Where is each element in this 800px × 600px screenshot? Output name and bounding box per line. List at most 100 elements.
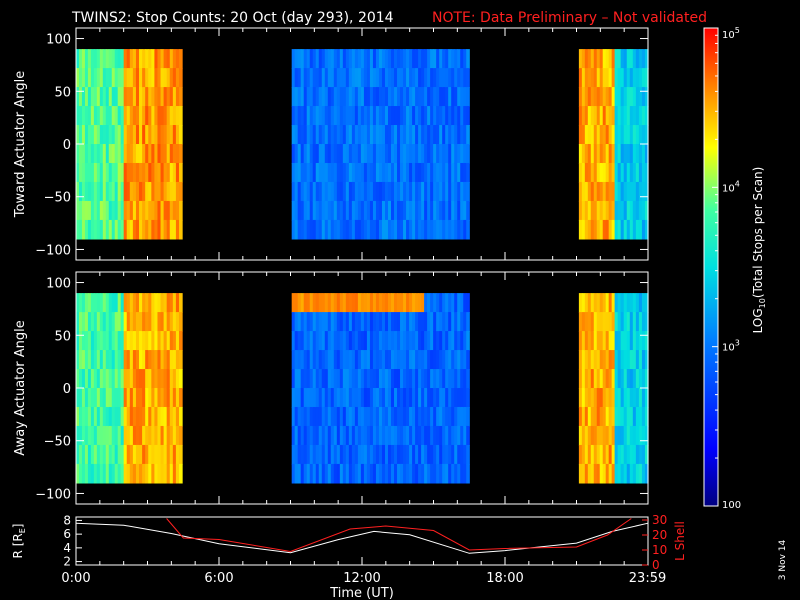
heatmap-cell: [596, 219, 601, 240]
heatmap-cell: [294, 388, 299, 408]
y-tick-label: −100: [35, 243, 71, 258]
heatmap-cell: [111, 369, 116, 389]
heatmap-cell: [584, 125, 589, 145]
heatmap-cell: [409, 219, 413, 240]
heatmap-cell: [366, 200, 371, 221]
heatmap-cell: [154, 162, 159, 183]
heatmap-cell: [599, 388, 604, 408]
heatmap-cell: [578, 369, 583, 389]
heatmap-cell: [163, 162, 168, 183]
heatmap-cell: [300, 106, 305, 126]
heatmap-cell: [139, 162, 143, 183]
heatmap-cell: [644, 49, 649, 69]
heatmap-cell: [333, 444, 338, 465]
heatmap-cell: [608, 463, 613, 484]
heatmap-cell: [581, 388, 586, 408]
heatmap-cell: [427, 87, 431, 107]
heatmap-cell: [339, 106, 344, 126]
heatmap-cell: [291, 162, 296, 183]
heatmap-cell: [172, 219, 177, 240]
heatmap-cell: [321, 331, 326, 351]
heatmap-cell: [105, 444, 110, 465]
heatmap-cell: [466, 125, 470, 145]
heatmap-cell: [348, 444, 353, 465]
heatmap-cell: [178, 181, 183, 202]
heatmap-cell: [614, 388, 619, 408]
heatmap-cell: [638, 144, 643, 164]
heatmap-cell: [578, 106, 583, 126]
heatmap-cell: [412, 162, 416, 183]
heatmap-cell: [466, 331, 470, 351]
heatmap-cell: [157, 463, 162, 484]
heatmap-cell: [451, 425, 455, 446]
heatmap-cell: [632, 162, 637, 183]
heatmap-cell: [466, 293, 470, 313]
heatmap-cell: [397, 388, 401, 408]
heatmap-cell: [175, 162, 180, 183]
heatmap-cell: [403, 331, 407, 351]
heatmap-cell: [451, 68, 455, 88]
heatmap-cell: [366, 293, 371, 313]
heatmap-cell: [126, 181, 131, 202]
heatmap-cell: [394, 293, 398, 313]
heatmap-cell: [454, 219, 458, 240]
heatmap-cell: [76, 463, 80, 484]
heatmap-cell: [366, 425, 371, 446]
heatmap-cell: [318, 369, 323, 389]
heatmap-cell: [327, 68, 332, 88]
heatmap-cell: [421, 293, 425, 313]
heatmap-cell: [120, 144, 125, 164]
heatmap-cell: [354, 425, 359, 446]
heatmap-cell: [418, 369, 422, 389]
heatmap-cell: [354, 444, 359, 465]
heatmap-cell: [378, 331, 383, 351]
heatmap-cell: [397, 331, 401, 351]
heatmap-cell: [632, 406, 637, 427]
heatmap-cell: [360, 444, 365, 465]
heatmap-cell: [123, 350, 128, 370]
heatmap-cell: [454, 87, 458, 107]
heatmap-cell: [129, 350, 134, 370]
heatmap-cell: [614, 425, 619, 446]
heatmap-cell: [315, 49, 320, 69]
heatmap-cell: [99, 200, 104, 221]
heatmap-cell: [641, 312, 646, 332]
heatmap-cell: [463, 144, 467, 164]
heatmap-cell: [117, 68, 122, 88]
heatmap-cell: [102, 444, 107, 465]
heatmap-cell: [142, 388, 146, 408]
heatmap-cell: [306, 388, 311, 408]
heatmap-cell: [117, 406, 122, 427]
heatmap-cell: [626, 369, 631, 389]
heatmap-cell: [644, 162, 649, 183]
heatmap-cell: [321, 369, 326, 389]
heatmap-cell: [175, 144, 180, 164]
heatmap-cell: [126, 87, 131, 107]
heatmap-cell: [463, 219, 467, 240]
heatmap-cell: [114, 68, 119, 88]
heatmap-cell: [111, 200, 116, 221]
heatmap-cell: [84, 425, 89, 446]
heatmap-cell: [430, 444, 434, 465]
heatmap-cell: [445, 49, 449, 69]
heatmap-cell: [448, 312, 452, 332]
heatmap-cell: [76, 369, 80, 389]
heatmap-cell: [433, 350, 437, 370]
heatmap-cell: [611, 369, 616, 389]
heatmap-cell: [409, 144, 413, 164]
heatmap-cell: [81, 162, 86, 183]
heatmap-cell: [641, 49, 646, 69]
heatmap-cell: [421, 463, 425, 484]
heatmap-cell: [291, 87, 296, 107]
heatmap-cell: [394, 68, 398, 88]
colorbar-label: LOG10(Total Stops per Scan): [751, 167, 767, 334]
heatmap-cell: [117, 144, 122, 164]
heatmap-cell: [354, 162, 359, 183]
heatmap-cell: [145, 312, 149, 332]
heatmap-cell: [169, 388, 174, 408]
heatmap-cell: [635, 388, 640, 408]
heatmap-cell: [584, 350, 589, 370]
heatmap-cell: [315, 68, 320, 88]
heatmap-cell: [632, 444, 637, 465]
heatmap-cell: [87, 388, 92, 408]
